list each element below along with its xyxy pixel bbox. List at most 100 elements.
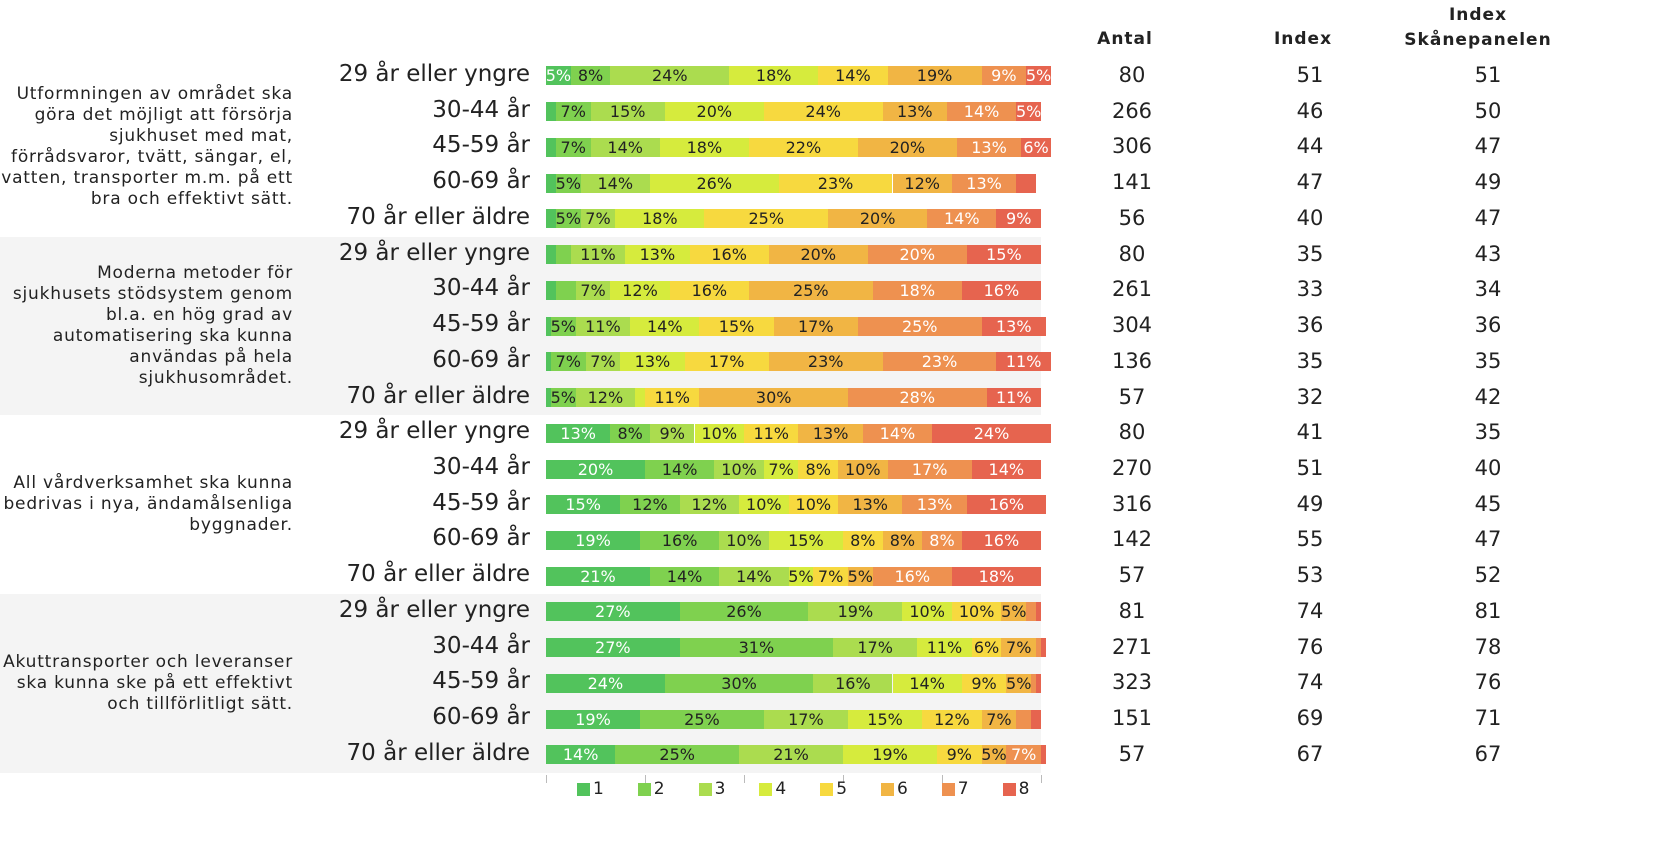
segment-label: 7% — [560, 137, 586, 157]
bar-segment: 25% — [748, 280, 873, 300]
row-label: 30-44 år — [432, 275, 530, 302]
segment-label: 14% — [988, 459, 1025, 479]
bar-segment — [546, 388, 551, 408]
segment-label: 5% — [1001, 602, 1027, 622]
row-label: 60-69 år — [432, 346, 530, 373]
row-label: 29 år eller yngre — [338, 418, 530, 445]
segment-label: 13% — [971, 137, 1007, 157]
bar-segment: 27% — [546, 602, 680, 622]
segment-label: 12% — [934, 709, 970, 729]
segment-label: 16% — [894, 566, 931, 586]
segment-label: 9% — [946, 745, 973, 765]
segment-label: 11% — [654, 388, 690, 408]
segment-label: 25% — [659, 745, 695, 765]
table-value: 51 — [1474, 62, 1502, 87]
bar-segment: 14% — [971, 459, 1041, 479]
table-value: 35 — [1474, 348, 1502, 373]
segment-label: 5% — [555, 209, 581, 229]
segment-label: 20% — [577, 459, 614, 479]
bar-segment: 20% — [546, 459, 645, 479]
segment-label: 13% — [916, 495, 953, 515]
question-text: All vårdverksamhet ska kunna bedrivas i … — [3, 473, 293, 536]
question-text: Moderna metoder för sjukhusets stödsyste… — [12, 263, 293, 389]
table-value: 56 — [1118, 205, 1146, 230]
segment-label: 9% — [971, 673, 997, 693]
bar-segment — [546, 209, 556, 229]
tick-mark — [843, 774, 844, 783]
bar-segment: 20% — [664, 102, 764, 122]
table-value: 266 — [1111, 98, 1153, 123]
question-text: Akuttransporter och leveranser ska kunna… — [3, 651, 293, 714]
bar-segment — [546, 245, 556, 265]
bar-segment: 14% — [645, 459, 715, 479]
bar-segment: 7% — [813, 566, 848, 586]
table-value: 40 — [1474, 456, 1502, 480]
bar-segment — [1036, 673, 1041, 693]
segment-label: 20% — [859, 209, 896, 229]
segment-label: 14% — [647, 316, 683, 336]
tick-mark — [1041, 774, 1042, 783]
table-value: 57 — [1118, 384, 1146, 409]
segment-label: 10% — [909, 602, 945, 622]
bar-segment: 12% — [620, 495, 680, 515]
bar-segment: 11% — [996, 352, 1051, 372]
bar-segment: 13% — [882, 102, 947, 122]
bar-segment: 9% — [996, 209, 1041, 229]
column-header: Antal — [1097, 29, 1153, 49]
bar-segment: 13% — [838, 495, 903, 515]
bar-segment: 25% — [857, 316, 982, 336]
row-label: 45-59 år — [432, 132, 530, 159]
table-value: 67 — [1296, 741, 1324, 766]
segment-label: 18% — [755, 66, 792, 86]
segment-label: 11% — [585, 316, 621, 336]
legend-swatch — [820, 783, 834, 796]
segment-label: 13% — [896, 102, 933, 122]
segment-label: 11% — [926, 638, 963, 658]
table-value: 76 — [1474, 670, 1502, 695]
bar-segment: 16% — [669, 280, 749, 300]
table-value: 47 — [1474, 527, 1502, 552]
segment-label: 16% — [835, 673, 871, 693]
segment-label: 8% — [850, 530, 876, 550]
segment-label: 19% — [872, 745, 908, 765]
row-label: 30-44 år — [432, 632, 530, 659]
table-value: 67 — [1474, 741, 1502, 766]
segment-label: 17% — [797, 316, 834, 336]
bar-segment: 14% — [862, 423, 933, 443]
bar-segment: 10% — [739, 495, 789, 515]
legend-swatch — [881, 783, 894, 796]
table-value: 76 — [1296, 634, 1324, 659]
segment-label: 7% — [1006, 638, 1032, 658]
bar-segment: 8% — [843, 530, 883, 550]
segment-label: 24% — [587, 673, 624, 693]
segment-label: 15% — [788, 530, 824, 550]
bar-segment: 20% — [768, 245, 868, 265]
table-value: 40 — [1296, 205, 1324, 230]
table-value: 57 — [1118, 563, 1146, 588]
bar-segment: 14% — [818, 66, 888, 86]
segment-label: 25% — [793, 280, 829, 300]
row-label: 70 år eller äldre — [346, 203, 530, 230]
bar-segment: 10% — [719, 530, 769, 550]
bar-segment: 14% — [580, 173, 650, 193]
segment-label: 8% — [617, 423, 643, 443]
bar-segment: 15% — [546, 495, 621, 515]
bar-segment: 5% — [555, 209, 581, 229]
segment-label: 12% — [632, 495, 668, 515]
bar-segment: 15% — [768, 530, 843, 550]
row-label: 30-44 år — [432, 96, 530, 123]
bar-segment: 10% — [714, 459, 764, 479]
bar-segment: 12% — [575, 388, 636, 408]
bar-segment: 31% — [679, 638, 834, 658]
segment-label: 16% — [988, 495, 1025, 515]
legend-label: 4 — [775, 779, 787, 799]
segment-label: 15% — [718, 316, 755, 336]
segment-label: 16% — [983, 530, 1020, 550]
table-value: 142 — [1111, 527, 1153, 552]
bar-segment: 7% — [550, 352, 586, 372]
bar-segment: 23% — [768, 352, 883, 372]
table-value: 55 — [1296, 527, 1324, 552]
table-value: 81 — [1118, 598, 1146, 623]
bar-segment: 14% — [946, 102, 1017, 122]
bar-segment — [555, 245, 571, 265]
